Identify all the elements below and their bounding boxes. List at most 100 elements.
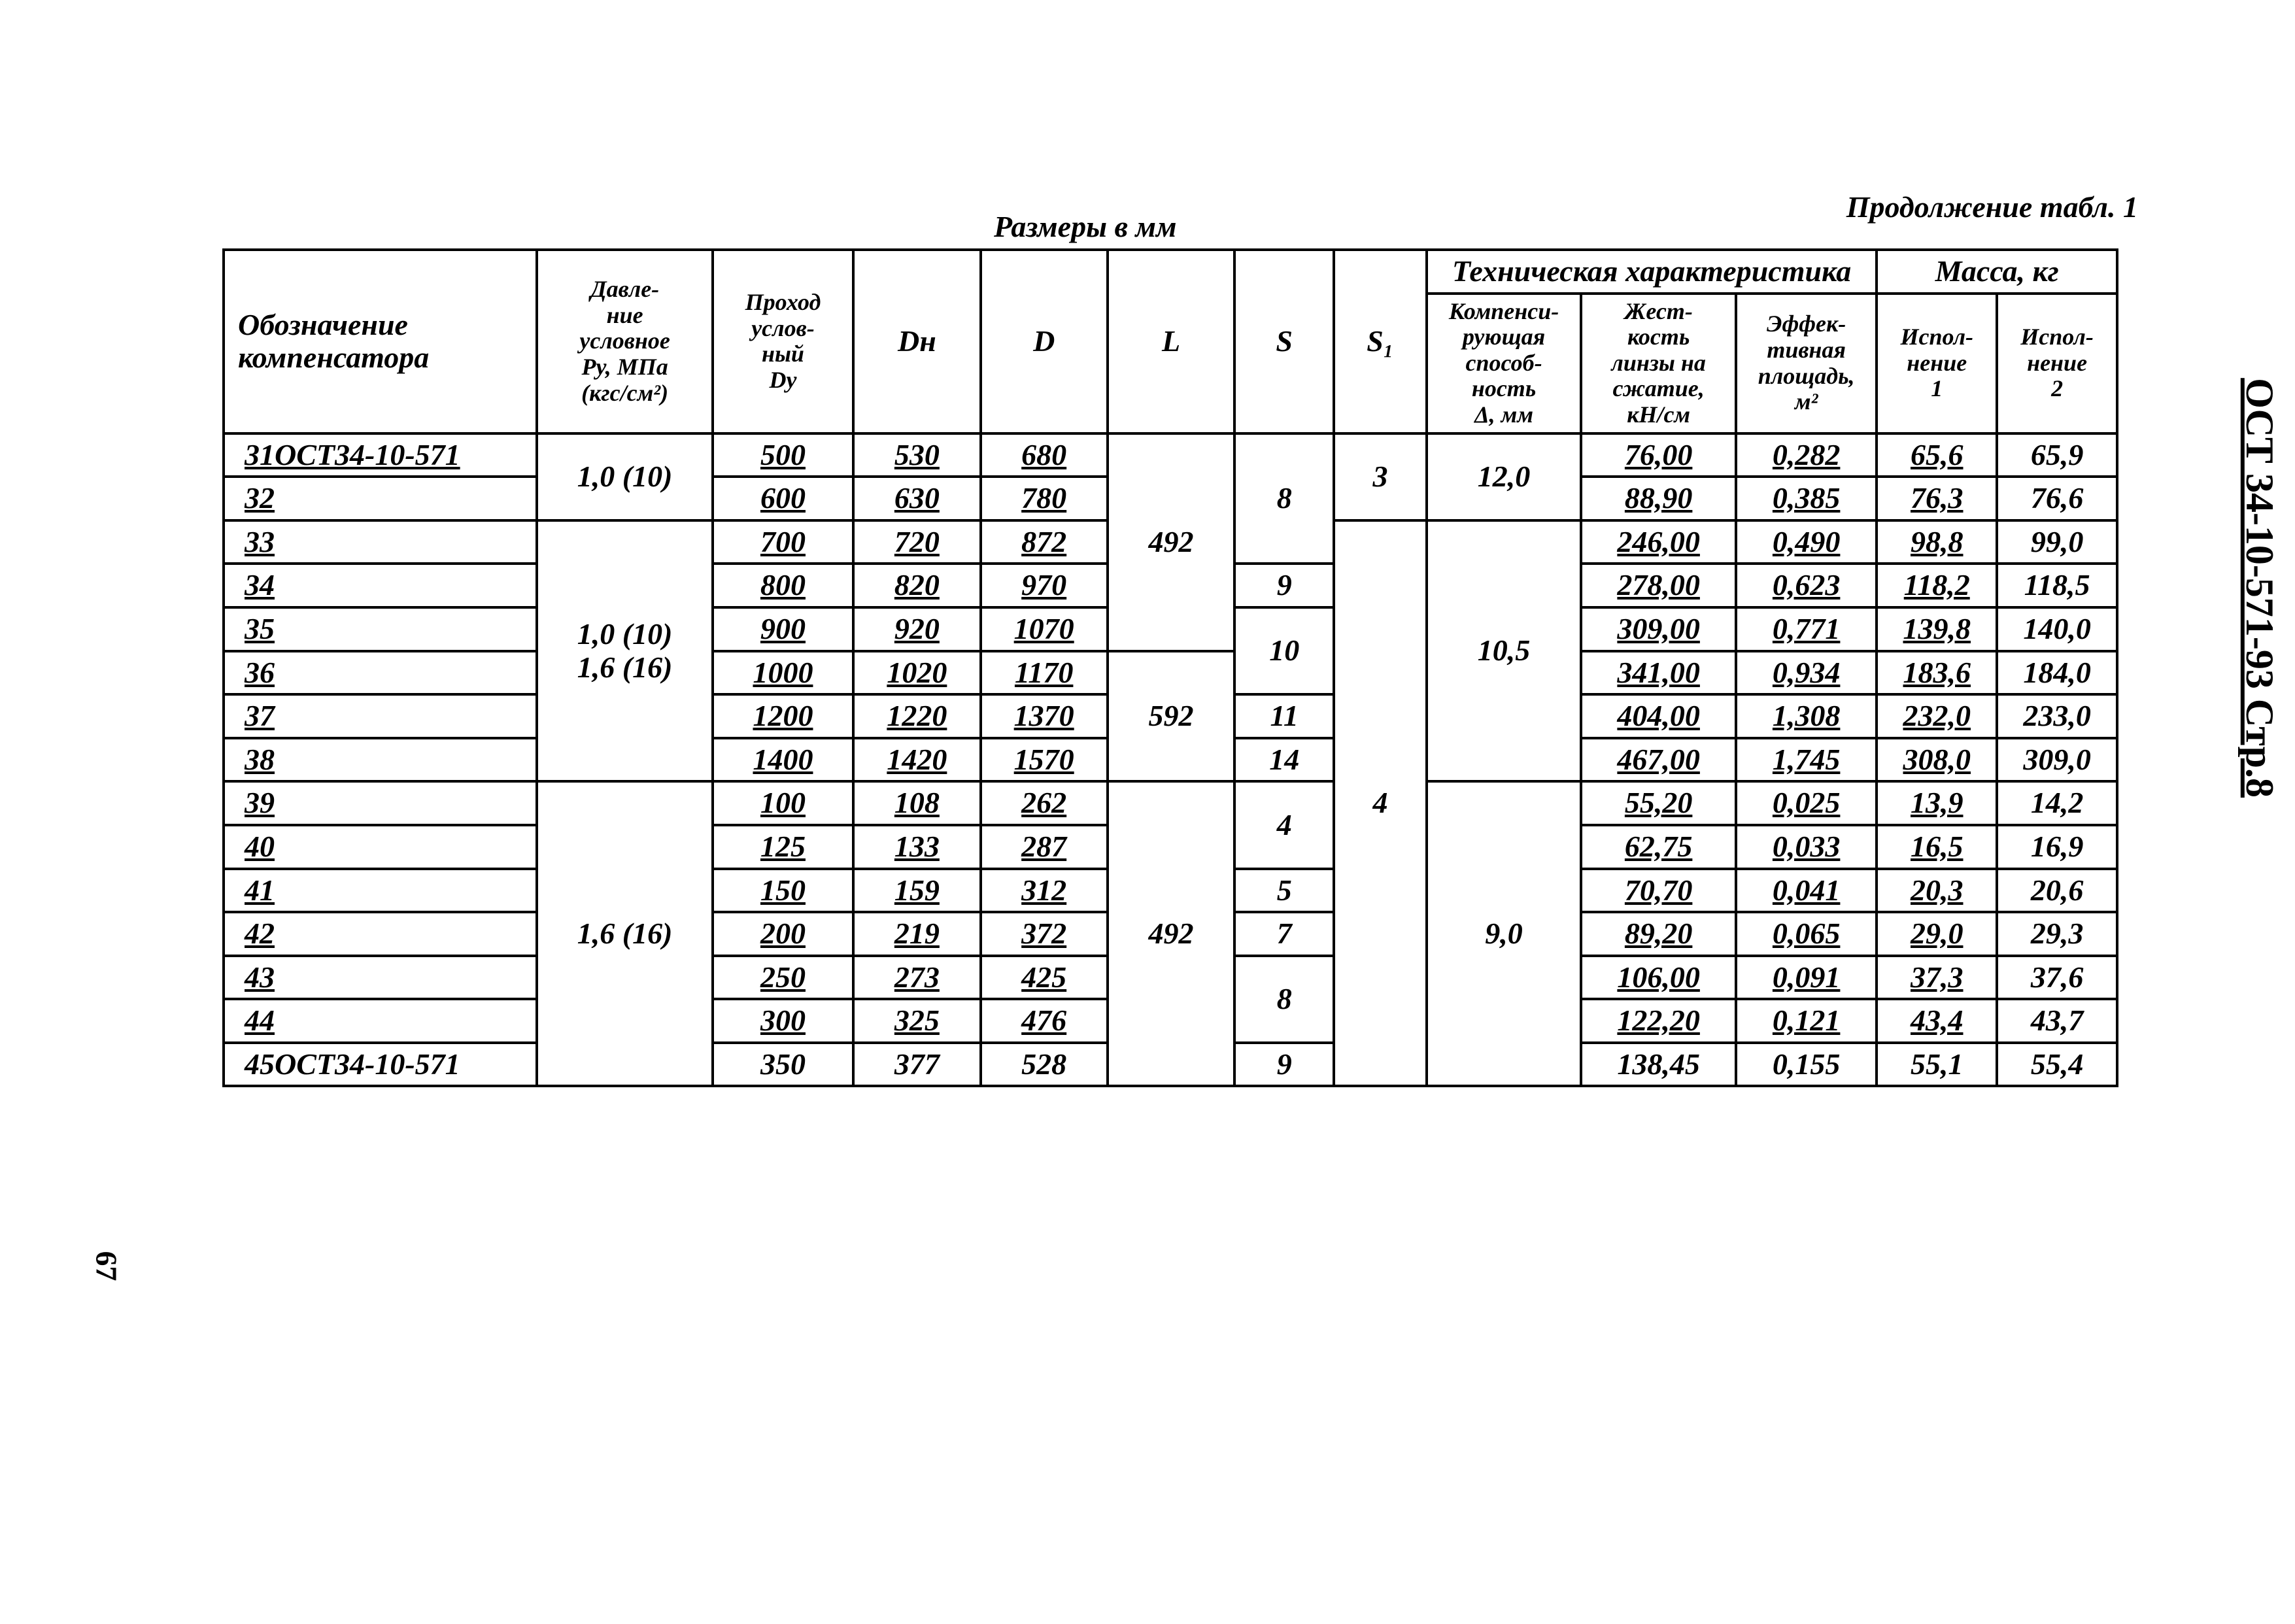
cell-stiff: 246,00 (1581, 520, 1736, 564)
col-l: L (1108, 250, 1234, 433)
cell-pressure: 1,0 (10)1,6 (16) (537, 520, 712, 782)
cell-stiff: 309,00 (1581, 607, 1736, 651)
cell-d: 680 (981, 433, 1108, 477)
cell-dn: 325 (853, 999, 980, 1043)
cell-dn: 720 (853, 520, 980, 564)
cell-pressure: 1,6 (16) (537, 781, 712, 1086)
table-row: 39 1,6 (16) 100 108 262 492 4 9,0 55,20 … (224, 781, 2117, 825)
cell-designation: 43 (224, 956, 537, 1000)
cell-dn: 273 (853, 956, 980, 1000)
cell-dy: 125 (713, 825, 853, 869)
cell-dn: 1220 (853, 694, 980, 738)
cell-area: 0,025 (1736, 781, 1877, 825)
cell-designation: 35 (224, 607, 537, 651)
cell-area: 1,308 (1736, 694, 1877, 738)
cell-d: 1170 (981, 651, 1108, 695)
cell-m2: 16,9 (1997, 825, 2117, 869)
cell-stiff: 467,00 (1581, 738, 1736, 782)
cell-s: 10 (1234, 607, 1334, 694)
cell-d: 1370 (981, 694, 1108, 738)
col-tech-group: Техническая характеристика (1427, 250, 1877, 294)
cell-area: 0,155 (1736, 1043, 1877, 1087)
cell-dy: 1400 (713, 738, 853, 782)
cell-designation: 45ОСТ34-10-571 (224, 1043, 537, 1087)
cell-area: 0,121 (1736, 999, 1877, 1043)
cell-s: 8 (1234, 433, 1334, 564)
cell-m1: 308,0 (1877, 738, 1997, 782)
col-mass-group: Масса, кг (1877, 250, 2117, 294)
cell-dy: 900 (713, 607, 853, 651)
cell-area: 0,771 (1736, 607, 1877, 651)
cell-m1: 20,3 (1877, 869, 1997, 913)
cell-dy: 100 (713, 781, 853, 825)
cell-designation: 42 (224, 912, 537, 956)
cell-dn: 920 (853, 607, 980, 651)
cell-d: 262 (981, 781, 1108, 825)
cell-dn: 530 (853, 433, 980, 477)
cell-dn: 219 (853, 912, 980, 956)
cell-dn: 108 (853, 781, 980, 825)
table-row: 31ОСТ34-10-571 1,0 (10) 500 530 680 492 … (224, 433, 2117, 477)
cell-designation: 33 (224, 520, 537, 564)
cell-dy: 500 (713, 433, 853, 477)
cell-m1: 118,2 (1877, 564, 1997, 607)
cell-stiff: 88,90 (1581, 477, 1736, 520)
col-m2: Испол-нение2 (1997, 294, 2117, 433)
cell-dy: 800 (713, 564, 853, 607)
cell-designation: 40 (224, 825, 537, 869)
cell-d: 970 (981, 564, 1108, 607)
cell-dy: 700 (713, 520, 853, 564)
cell-stiff: 278,00 (1581, 564, 1736, 607)
cell-dn: 1020 (853, 651, 980, 695)
col-eff-area: Эффек-тивнаяплощадь,м² (1736, 294, 1877, 433)
cell-m1: 55,1 (1877, 1043, 1997, 1087)
cell-m2: 233,0 (1997, 694, 2117, 738)
cell-m2: 118,5 (1997, 564, 2117, 607)
cell-m2: 99,0 (1997, 520, 2117, 564)
col-m1: Испол-нение1 (1877, 294, 1997, 433)
cell-m1: 43,4 (1877, 999, 1997, 1043)
cell-dy: 150 (713, 869, 853, 913)
cell-m2: 184,0 (1997, 651, 2117, 695)
cell-m1: 65,6 (1877, 433, 1997, 477)
cell-s: 9 (1234, 1043, 1334, 1087)
cell-d: 476 (981, 999, 1108, 1043)
cell-dy: 1000 (713, 651, 853, 695)
cell-comp: 12,0 (1427, 433, 1582, 520)
cell-designation: 32 (224, 477, 537, 520)
cell-stiff: 76,00 (1581, 433, 1736, 477)
cell-s1: 4 (1334, 520, 1427, 1087)
cell-designation: 37 (224, 694, 537, 738)
cell-s: 5 (1234, 869, 1334, 913)
cell-area: 0,091 (1736, 956, 1877, 1000)
cell-d: 872 (981, 520, 1108, 564)
cell-area: 0,490 (1736, 520, 1877, 564)
cell-d: 528 (981, 1043, 1108, 1087)
cell-stiff: 106,00 (1581, 956, 1736, 1000)
col-dn: Dн (853, 250, 980, 433)
cell-m2: 65,9 (1997, 433, 2117, 477)
cell-m1: 16,5 (1877, 825, 1997, 869)
cell-stiff: 138,45 (1581, 1043, 1736, 1087)
cell-stiff: 70,70 (1581, 869, 1736, 913)
cell-m2: 20,6 (1997, 869, 2117, 913)
cell-stiff: 341,00 (1581, 651, 1736, 695)
col-dy: Проходуслов-ныйDу (713, 250, 853, 433)
cell-stiff: 122,20 (1581, 999, 1736, 1043)
cell-d: 372 (981, 912, 1108, 956)
cell-m1: 13,9 (1877, 781, 1997, 825)
cell-comp: 10,5 (1427, 520, 1582, 782)
cell-m2: 140,0 (1997, 607, 2117, 651)
cell-m2: 43,7 (1997, 999, 2117, 1043)
col-pressure: Давле-ниеусловноеPу, МПа(кгс/см²) (537, 250, 712, 433)
col-designation: Обозначение компенсатора (224, 250, 537, 433)
cell-designation: 36 (224, 651, 537, 695)
cell-dn: 820 (853, 564, 980, 607)
cell-dn: 630 (853, 477, 980, 520)
cell-dy: 350 (713, 1043, 853, 1087)
cell-s1: 3 (1334, 433, 1427, 520)
cell-s: 9 (1234, 564, 1334, 607)
cell-m2: 55,4 (1997, 1043, 2117, 1087)
cell-d: 1070 (981, 607, 1108, 651)
cell-area: 0,065 (1736, 912, 1877, 956)
